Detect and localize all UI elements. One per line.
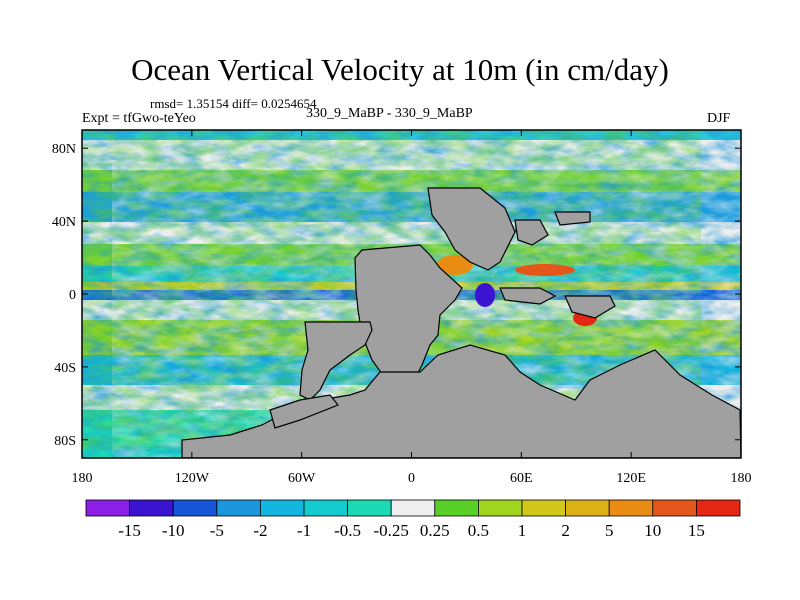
colorbar-label: -15: [118, 521, 141, 540]
coldspot-africa: [475, 283, 495, 307]
colorbar-label: -0.25: [373, 521, 408, 540]
indian-peninsula: [499, 287, 557, 305]
south-america: [299, 321, 373, 401]
x-tick-label: 60W: [288, 471, 316, 486]
x-tick-label: 180: [731, 471, 752, 486]
x-tick-label: 0: [408, 471, 415, 486]
x-tick-label: 120E: [616, 471, 646, 486]
y-tick-label: 40S: [54, 361, 76, 376]
colorbar-label: 10: [644, 521, 661, 540]
maritime-continent: [564, 295, 616, 319]
colorbar-swatch: [172, 499, 218, 517]
colorbar-label: 5: [605, 521, 614, 540]
colorbar-label: -1: [297, 521, 311, 540]
experiment-label: Expt = tfGwo-teYeo: [82, 111, 196, 126]
chart-title: Ocean Vertical Velocity at 10m (in cm/da…: [131, 52, 669, 87]
colorbar-label: 0.5: [468, 521, 489, 540]
colorbar-swatch: [652, 499, 697, 517]
y-tick-label: 80N: [52, 142, 76, 157]
colorbar-swatch: [696, 499, 741, 517]
colorbar-swatch: [521, 499, 566, 517]
eurasia: [427, 187, 516, 271]
colorbar-label: -2: [253, 521, 267, 540]
island-south: [269, 394, 339, 429]
colorbar-swatch: [565, 499, 610, 517]
x-tick-label: 120W: [175, 471, 210, 486]
colorbar-label: 0.25: [420, 521, 450, 540]
y-tick-label: 0: [69, 288, 76, 303]
x-tick-label: 60E: [510, 471, 533, 486]
season-label: DJF: [707, 111, 731, 126]
land-masses: [181, 187, 741, 458]
y-tick-label: 80S: [54, 434, 76, 449]
x-axis: 180 120W 60W 0 60E 120E 180: [72, 130, 752, 486]
hotspot-atlantic: [437, 255, 473, 275]
colorbar-label: -10: [162, 521, 185, 540]
colorbar-swatch: [347, 499, 392, 517]
colorbar-swatch: [477, 499, 523, 517]
colorbar-swatch: [608, 499, 654, 517]
japan: [554, 211, 591, 226]
colorbar-label: -0.5: [334, 521, 361, 540]
colorbar-swatch: [259, 499, 305, 517]
y-tick-label: 40N: [52, 215, 76, 230]
y-axis: 80N 40N 0 40S 80S: [52, 142, 741, 449]
colorbar-label: 15: [688, 521, 705, 540]
stats-label: rmsd= 1.35154 diff= 0.0254654: [150, 96, 317, 111]
colorbar-swatch: [303, 499, 348, 517]
colorbar-swatch: [434, 499, 479, 517]
asia-peninsula: [514, 219, 549, 246]
colorbar-swatch: [129, 499, 174, 517]
comparison-label: 330_9_MaBP - 330_9_MaBP: [306, 106, 473, 121]
colorbar-swatch: [216, 499, 261, 517]
colorbar-swatch: [85, 499, 130, 517]
colorbar-label: 1: [518, 521, 527, 540]
colorbar: -15 -10 -5 -2 -1 -0.5 -0.25 0.25 0.5 1 2 5 10 15: [85, 499, 741, 540]
x-tick-label: 180: [72, 471, 93, 486]
colorbar-label: -5: [210, 521, 224, 540]
colorbar-swatch: [390, 499, 436, 517]
velocity-field: [82, 130, 741, 458]
hotspot-indian: [515, 264, 575, 276]
colorbar-label: 2: [561, 521, 570, 540]
